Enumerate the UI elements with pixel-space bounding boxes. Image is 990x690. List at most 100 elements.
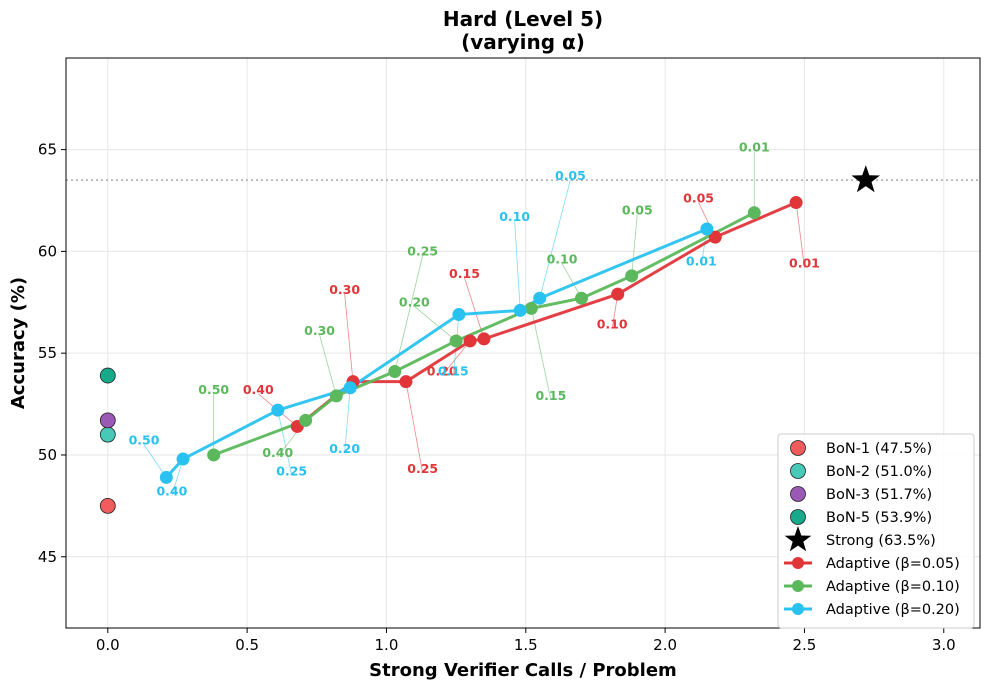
point-annotation: 0.15 <box>449 266 480 281</box>
y-tick-label: 65 <box>38 141 57 159</box>
y-axis-label: Accuracy (%) <box>8 277 29 409</box>
x-axis: 0.0 0.5 1.0 1.5 2.0 2.5 3.0 <box>96 628 956 654</box>
data-point <box>343 381 357 395</box>
legend: BoN-1 (47.5%) BoN-2 (51.0%) BoN-3 (51.7%) B… <box>777 433 975 629</box>
data-point <box>700 222 714 236</box>
annotation-connector <box>277 410 293 476</box>
point-annotation: 0.15 <box>535 388 566 403</box>
point-annotation: 0.05 <box>683 190 714 205</box>
x-tick-label: 0.0 <box>96 636 120 654</box>
y-axis: 45 50 55 60 65 <box>38 141 66 566</box>
legend-label: Adaptive (β=0.05) <box>826 556 960 572</box>
annotation-connector <box>539 179 571 299</box>
annotation-connector <box>514 220 521 311</box>
point-annotation: 0.01 <box>739 140 770 155</box>
legend-label: Adaptive (β=0.20) <box>826 602 960 618</box>
data-markers <box>99 165 880 514</box>
data-point <box>747 206 761 220</box>
annotation-connector <box>631 214 638 276</box>
point-annotation: 0.10 <box>499 209 530 224</box>
annotation-connector <box>441 340 471 376</box>
point-annotation: 0.20 <box>427 364 458 379</box>
annotation-connector <box>414 305 457 342</box>
legend-marker <box>792 557 804 569</box>
data-point <box>329 389 343 403</box>
x-tick-label: 3.0 <box>932 636 956 654</box>
y-tick-label: 45 <box>38 548 57 566</box>
legend-label: BoN-2 (51.0%) <box>826 464 932 480</box>
legend-marker <box>784 526 812 552</box>
annotation-connector <box>561 263 582 299</box>
annotation-connector <box>143 444 167 478</box>
point-annotation: 0.05 <box>622 203 653 218</box>
legend-label: Strong (63.5%) <box>826 533 936 549</box>
point-annotation: 0.25 <box>407 243 438 258</box>
data-point <box>513 303 527 317</box>
x-tick-label: 1.5 <box>514 636 538 654</box>
annotation-connector <box>344 294 354 382</box>
legend-marker <box>790 486 806 502</box>
point-annotation: 0.05 <box>555 168 586 183</box>
point-annotation: 0.50 <box>129 433 160 448</box>
x-tick-label: 2.5 <box>793 636 817 654</box>
legend-marker <box>790 463 806 479</box>
point-annotation: 0.40 <box>156 484 187 499</box>
baseline-point <box>99 426 116 443</box>
x-tick-label: 0.5 <box>235 636 259 654</box>
data-point <box>159 470 173 484</box>
point-annotation: 0.25 <box>407 461 438 476</box>
point-annotation: 0.30 <box>304 323 335 338</box>
data-point <box>271 403 285 417</box>
data-point <box>299 413 313 427</box>
data-point <box>207 448 221 462</box>
data-point <box>789 196 803 210</box>
plot-frame <box>65 57 981 629</box>
data-point <box>611 287 625 301</box>
data-point <box>524 301 538 315</box>
legend-marker <box>792 603 804 615</box>
annotation-connector <box>319 334 337 397</box>
annotation-connector <box>344 387 351 453</box>
chart-title: Hard (Level 5) <box>443 7 603 31</box>
data-point <box>463 334 477 348</box>
legend-label: Adaptive (β=0.10) <box>826 579 960 595</box>
point-annotation: 0.15 <box>438 364 469 379</box>
annotations: 0.400.300.250.200.150.100.050.010.500.40… <box>129 140 820 499</box>
point-annotation: 0.20 <box>329 441 360 456</box>
x-tick-label: 1.0 <box>375 636 399 654</box>
annotation-connector <box>394 255 424 372</box>
legend-label: BoN-3 (51.7%) <box>826 487 932 503</box>
point-annotation: 0.25 <box>276 463 307 478</box>
legend-label: BoN-1 (47.5%) <box>826 441 932 457</box>
data-point <box>575 291 589 305</box>
x-tick-label: 2.0 <box>653 636 677 654</box>
annotation-connector <box>530 308 552 401</box>
legend-box <box>777 433 975 629</box>
data-point <box>176 452 190 466</box>
data-point <box>533 291 547 305</box>
point-annotation: 0.40 <box>262 445 293 460</box>
strong-star <box>851 165 880 193</box>
point-annotation: 0.01 <box>686 254 717 269</box>
chart-subtitle: (varying α) <box>461 30 585 54</box>
data-point <box>625 269 639 283</box>
annotation-connector <box>405 381 424 474</box>
y-tick-label: 55 <box>38 344 57 362</box>
point-annotation: 0.20 <box>399 294 430 309</box>
y-tick-label: 60 <box>38 242 57 260</box>
data-point <box>388 365 402 378</box>
baseline-point <box>99 367 116 384</box>
annotation-connector <box>795 202 805 268</box>
data-point <box>399 375 413 389</box>
baseline-point <box>99 497 116 514</box>
x-axis-label: Strong Verifier Calls / Problem <box>369 660 677 681</box>
legend-marker <box>792 580 804 592</box>
y-tick-label: 50 <box>38 446 57 464</box>
baseline-point <box>99 412 116 429</box>
point-annotation: 0.40 <box>243 382 274 397</box>
point-annotation: 0.50 <box>198 382 229 397</box>
data-point <box>477 332 491 346</box>
point-annotation: 0.01 <box>789 256 820 271</box>
data-point <box>708 230 722 244</box>
